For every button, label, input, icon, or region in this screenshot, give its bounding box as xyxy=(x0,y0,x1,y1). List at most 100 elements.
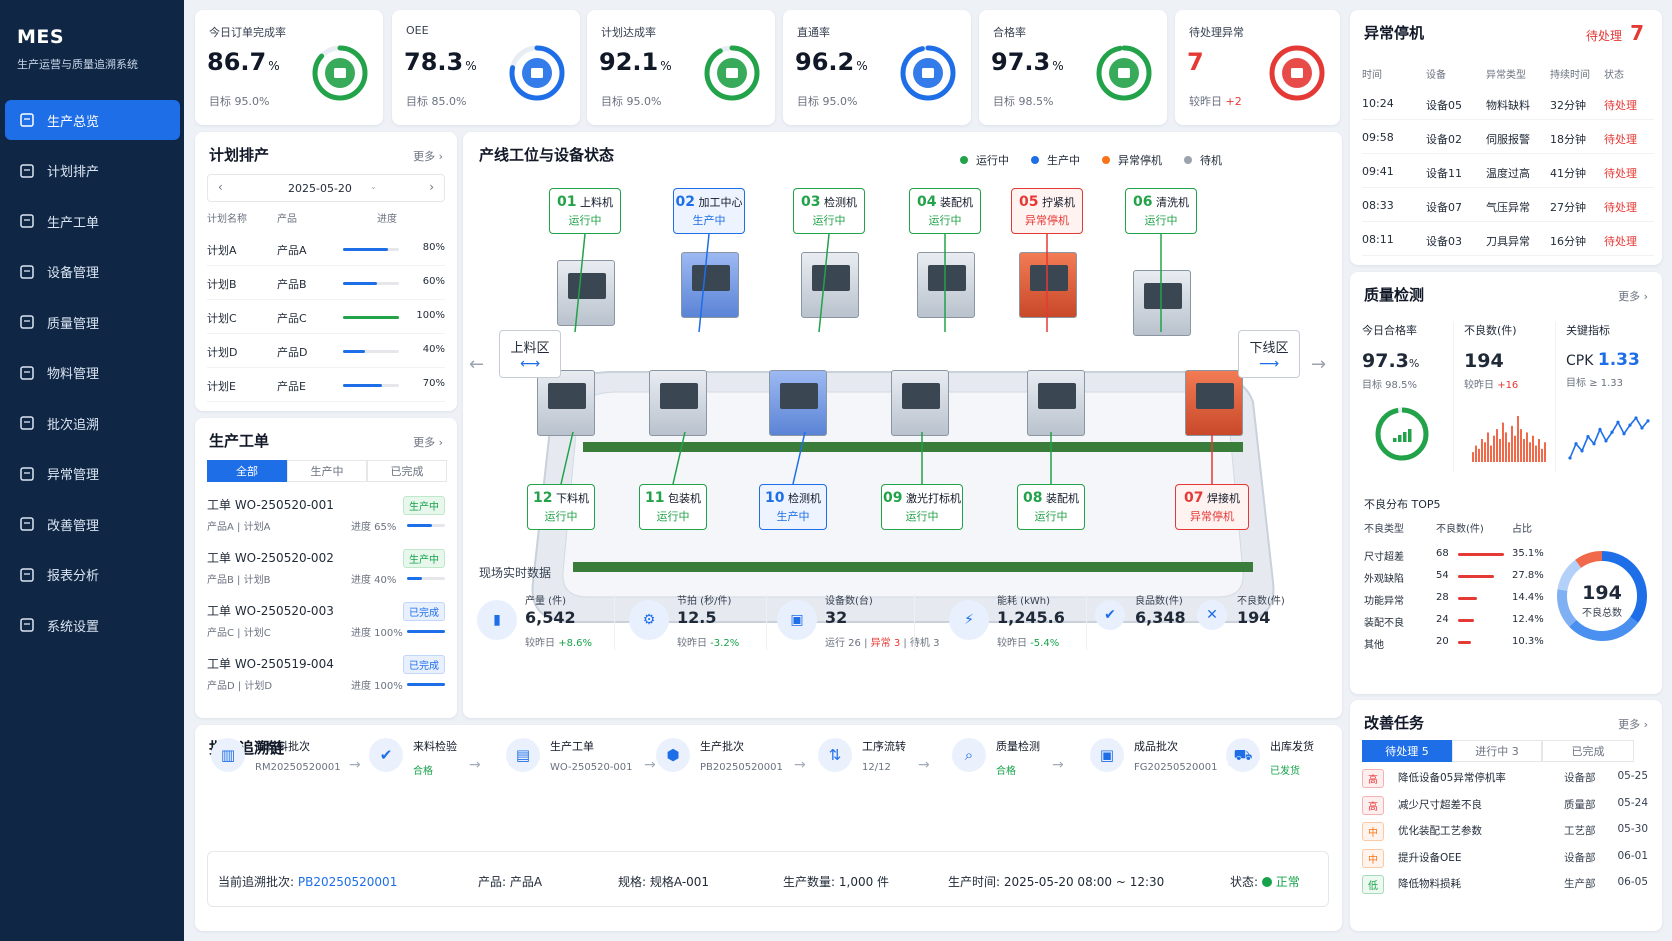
schedule-table: 计划名称 产品 进度 计划A 产品A 80% 计划B 产品B 60% 计划C 产品C 100% 计划D 产… xyxy=(207,210,445,402)
machine xyxy=(1019,252,1077,318)
station-07[interactable]: 07 焊接机 异常停机 xyxy=(1175,484,1249,530)
station-05[interactable]: 05 拧紧机 异常停机 xyxy=(1011,188,1083,234)
priority-badge: 中 xyxy=(1362,822,1384,841)
workorder-item[interactable]: 工单 WO-250520-002 生产中 产品B | 计划B 进度 40% xyxy=(207,547,445,600)
progress-bar xyxy=(343,350,399,353)
defect-value: 194 xyxy=(1464,350,1504,372)
schedule-row[interactable]: 计划D 产品D 40% xyxy=(207,334,445,368)
donut-slice xyxy=(1557,551,1647,641)
cpk-panel: 关键指标 CPK 1.33 目标 ≥ 1.33 xyxy=(1566,322,1656,472)
kpi-card: 直通率 96.2% 目标 95.0% xyxy=(783,10,971,125)
kpi-card: OEE 78.3% 目标 85.0% xyxy=(392,10,580,125)
quality-more-link[interactable]: 更多 › xyxy=(1618,290,1648,303)
top5-header: 不良类型 不良数(件) 占比 xyxy=(1364,524,1532,535)
date-picker[interactable]: ‹ 2025-05-20 ⌄ › xyxy=(207,174,445,202)
cpk-name: CPK xyxy=(1566,353,1594,369)
schedule-row[interactable]: 计划A 产品A 80% xyxy=(207,232,445,266)
quality-card: 质量检测 更多 › 今日合格率 97.3% 目标 98.5% 不良数(件) 19… xyxy=(1350,272,1662,694)
anomaly-row[interactable]: 10:24 设备05 物料缺料 32分钟 待处理 xyxy=(1362,86,1654,120)
station-11[interactable]: 11 包装机 运行中 xyxy=(639,484,707,530)
pass-bar xyxy=(1403,432,1407,442)
machine xyxy=(801,252,859,318)
nav-item-6[interactable]: 批次追溯 xyxy=(5,403,180,443)
donut-slice xyxy=(1557,551,1647,641)
station-12[interactable]: 12 下料机 运行中 xyxy=(527,484,595,530)
station-03[interactable]: 03 检测机 运行中 xyxy=(793,188,865,234)
cpk-point xyxy=(1640,426,1644,430)
line-card: 产线工位与设备状态 运行中 生产中 异常停机 待机 上料区 ⟷ 下线区 ⟶ ← → 现场实… xyxy=(463,132,1342,718)
workorder-item[interactable]: 工单 WO-250520-001 生产中 产品A | 计划A 进度 65% xyxy=(207,494,445,547)
defect-panel: 不良数(件) 194 较昨日 +16 xyxy=(1464,322,1556,472)
anomaly-pending-count: 7 xyxy=(1630,21,1644,45)
defect-spark-bar xyxy=(1505,432,1507,462)
nav-item-3[interactable]: 设备管理 xyxy=(5,252,180,292)
trace-spec: 规格: 规格A-001 xyxy=(618,875,710,889)
defect-spark-bar xyxy=(1472,452,1474,462)
workorder-list: 工单 WO-250520-001 生产中 产品A | 计划A 进度 65% 工单 WO-… xyxy=(207,494,445,706)
anomaly-row[interactable]: 09:41 设备11 温度过高 41分钟 待处理 xyxy=(1362,154,1654,188)
nav-label: 生产总览 xyxy=(47,114,100,130)
nav-item-10[interactable]: 系统设置 xyxy=(5,605,180,645)
schedule-card: 计划排产 更多 › ‹ 2025-05-20 ⌄ › 计划名称 产品 进度 计划A 产品… xyxy=(195,132,457,411)
workorder-item[interactable]: 工单 WO-250520-003 已完成 产品C | 计划C 进度 100% xyxy=(207,600,445,653)
station-08[interactable]: 08 装配机 运行中 xyxy=(1017,484,1085,530)
kpi-title: 待处理异常 xyxy=(1189,26,1244,39)
nav-item-9[interactable]: 报表分析 xyxy=(5,555,180,595)
cpk-point xyxy=(1628,423,1632,427)
improve-row[interactable]: 高减少尺寸超差不良 质量部 05-24 xyxy=(1362,791,1652,818)
station-06[interactable]: 06 清洗机 运行中 xyxy=(1125,188,1197,234)
nav-item-8[interactable]: 改善管理 xyxy=(5,504,180,544)
workorder-item[interactable]: 工单 WO-250519-004 已完成 产品D | 计划D 进度 100% xyxy=(207,653,445,706)
nav-item-7[interactable]: 异常管理 xyxy=(5,454,180,494)
schedule-row[interactable]: 计划E 产品E 70% xyxy=(207,368,445,402)
legend-item: 生产中 xyxy=(1031,152,1080,168)
progress-bar xyxy=(343,316,399,319)
station-02[interactable]: 02 加工中心 生产中 xyxy=(673,188,745,234)
anomaly-row[interactable]: 09:58 设备02 伺服报警 18分钟 待处理 xyxy=(1362,120,1654,154)
improve-row[interactable]: 低降低物料损耗 生产部 06-05 xyxy=(1362,870,1652,897)
station-09[interactable]: 09 激光打标机 运行中 xyxy=(881,484,963,530)
workorder-tab[interactable]: 已完成 xyxy=(367,460,447,482)
anomaly-row[interactable]: 08:11 设备03 刀具异常 16分钟 待处理 xyxy=(1362,222,1654,256)
defect-sparkbars xyxy=(1472,416,1546,462)
nav-item-5[interactable]: 物料管理 xyxy=(5,353,180,393)
improve-row[interactable]: 高降低设备05异常停机率 设备部 05-25 xyxy=(1362,764,1652,791)
quality-title: 质量检测 xyxy=(1364,286,1425,304)
nav-item-2[interactable]: 生产工单 xyxy=(5,201,180,241)
schedule-row[interactable]: 计划B 产品B 60% xyxy=(207,266,445,300)
improve-row[interactable]: 中提升设备OEE 设备部 06-01 xyxy=(1362,844,1652,871)
pass-rate-value: 97.3 xyxy=(1362,350,1409,372)
arrow-right-icon: → xyxy=(644,757,656,773)
realtime-title: 现场实时数据 xyxy=(479,566,552,580)
realtime-item: ▣ 设备数(台) 32 运行 26 | 异常 3 | 待机 3 xyxy=(771,584,939,660)
next-date-icon[interactable]: › xyxy=(429,180,434,194)
defect-spark-bar xyxy=(1490,445,1492,462)
improve-row[interactable]: 中优化装配工艺参数 工艺部 05-30 xyxy=(1362,817,1652,844)
improve-tab[interactable]: 已完成 xyxy=(1542,740,1634,762)
improve-tab[interactable]: 进行中 3 xyxy=(1452,740,1542,762)
station-01[interactable]: 01 上料机 运行中 xyxy=(549,188,621,234)
schedule-row[interactable]: 计划C 产品C 100% xyxy=(207,300,445,334)
station-04[interactable]: 04 装配机 运行中 xyxy=(909,188,981,234)
schedule-more-link[interactable]: 更多 › xyxy=(413,150,443,163)
nav-item-4[interactable]: 质量管理 xyxy=(5,302,180,342)
workorder-more-link[interactable]: 更多 › xyxy=(413,436,443,449)
improve-more-link[interactable]: 更多 › xyxy=(1618,718,1648,731)
defect-label: 不良数(件) xyxy=(1464,324,1517,337)
double-arrow-icon: ⟷ xyxy=(519,356,541,372)
nav-item-0[interactable]: 生产总览 xyxy=(5,100,180,140)
workorder-tab[interactable]: 生产中 xyxy=(287,460,367,482)
nav-label: 改善管理 xyxy=(47,518,100,534)
nav-label: 异常管理 xyxy=(47,468,100,483)
progress-bar xyxy=(343,384,399,387)
top5-bar xyxy=(1458,553,1504,556)
station-10[interactable]: 10 检测机 生产中 xyxy=(759,484,827,530)
nav-item-1[interactable]: 计划排产 xyxy=(5,151,180,191)
machine xyxy=(557,260,615,326)
anomaly-row[interactable]: 08:33 设备07 气压异常 27分钟 待处理 xyxy=(1362,188,1654,222)
improve-tab[interactable]: 待处理 5 xyxy=(1362,740,1452,762)
workorder-tab[interactable]: 全部 xyxy=(207,460,287,482)
app-subtitle: 生产运营与质量追溯系统 xyxy=(17,58,138,71)
trace-product: 产品: 产品A xyxy=(478,875,543,889)
prev-date-icon[interactable]: ‹ xyxy=(218,180,223,194)
